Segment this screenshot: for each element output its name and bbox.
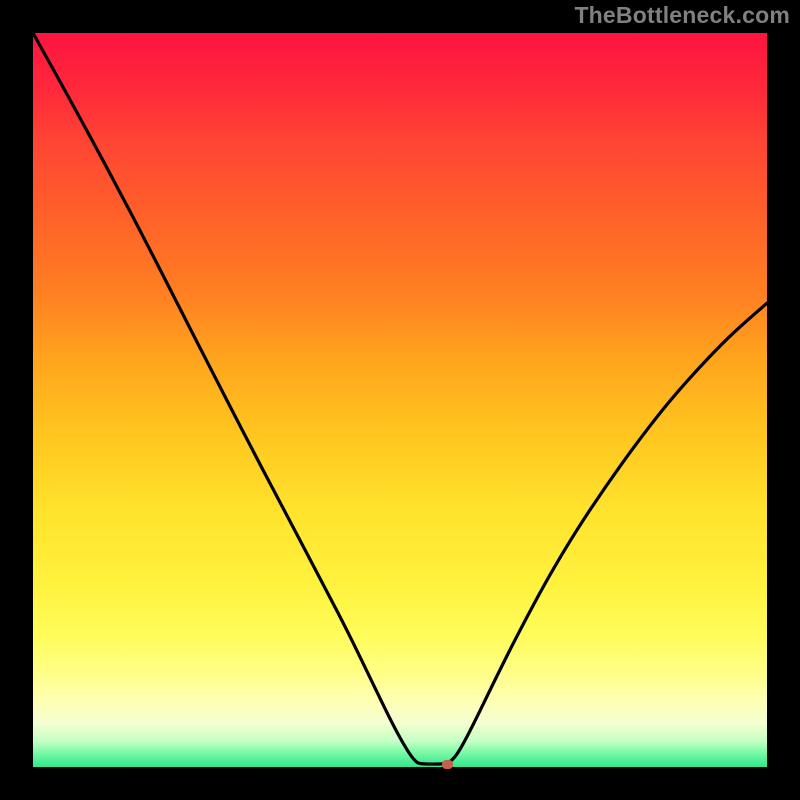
plot-area [33,33,767,767]
chart-frame: TheBottleneck.com [0,0,800,800]
optimal-point-marker [442,760,453,769]
bottleneck-curve [33,33,767,767]
watermark-text: TheBottleneck.com [574,2,790,29]
